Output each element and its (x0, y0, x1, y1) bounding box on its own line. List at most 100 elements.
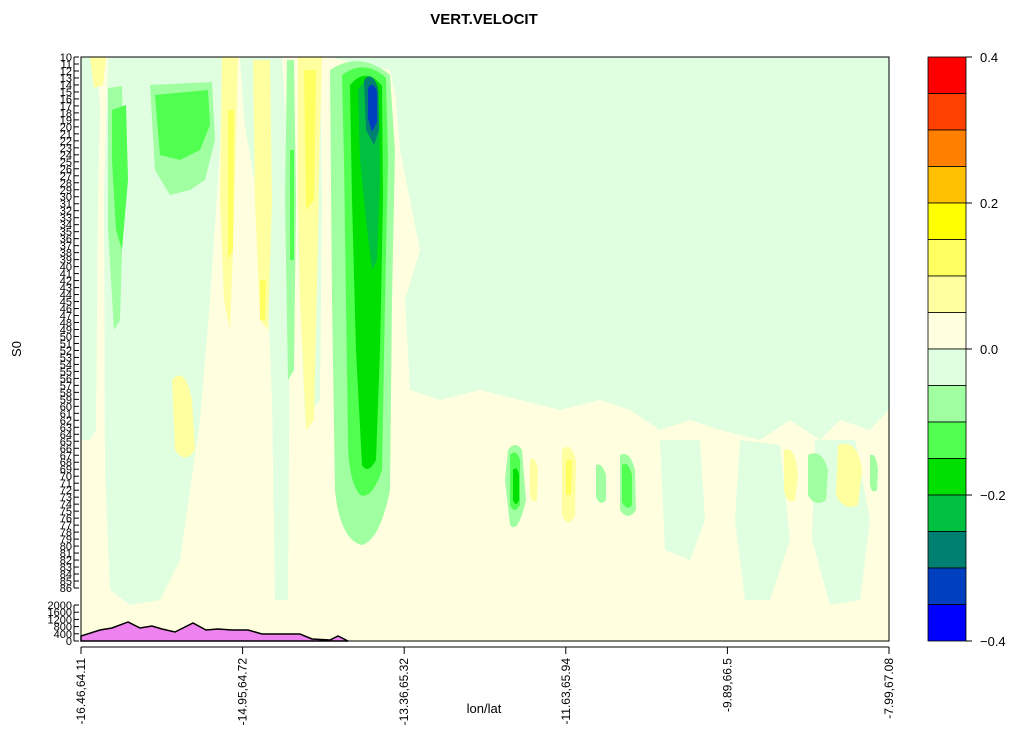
colorbar-swatch (927, 604, 967, 642)
y-tick-label: 13 (60, 73, 72, 85)
y-tick-label: 29 (60, 185, 72, 197)
x-tick-label: -16.46,64.11 (74, 658, 88, 725)
y-tick-label: 71 (60, 478, 72, 490)
terrain-profile (80, 621, 349, 642)
y-tick-label: 86 (60, 583, 72, 595)
colorbar-swatch (927, 494, 967, 532)
y-tick-label: 58 (60, 387, 72, 399)
colorbar-legend: 0.4 0.2 0.0 −0.2 −0.4 (927, 50, 1006, 649)
y-tick-label: 54 (60, 359, 72, 371)
colorbar-tick-label: 0.2 (980, 196, 998, 211)
y-tick-label: 66 (60, 443, 72, 455)
y-tick-label: 59 (60, 394, 72, 406)
y-tick-label: 76 (60, 513, 72, 525)
colorbar-swatch (927, 531, 967, 569)
y-tick-label: 26 (60, 164, 72, 176)
colorbar-swatch (927, 458, 967, 496)
colorbar-swatch (927, 166, 967, 204)
y-tick-label: 23 (60, 143, 72, 155)
y-tick-label: 34 (60, 220, 72, 232)
y-height-tick-label: 1600 (48, 607, 72, 619)
x-tick-label: -9.89,66.5 (720, 658, 734, 712)
y-tick-label: 17 (60, 101, 72, 113)
y-tick-label: 62 (60, 415, 72, 427)
colorbar-swatch (927, 56, 967, 94)
contour-blue (368, 84, 377, 132)
y-tick-label: 37 (60, 241, 72, 253)
y-tick-label: 41 (60, 269, 72, 281)
y-tick-label: 44 (60, 290, 72, 302)
y-tick-label: 69 (60, 464, 72, 476)
y-tick-label: 27 (60, 171, 72, 183)
y-tick-label: 61 (60, 408, 72, 420)
y-tick-label: 43 (60, 283, 72, 295)
y-tick-label: 45 (60, 297, 72, 309)
colorbar-swatch (927, 312, 967, 350)
y-axis: 1011121314151617181920212223242526272829… (48, 52, 79, 648)
y-tick-label: 83 (60, 562, 72, 574)
y-tick-label: 85 (60, 576, 72, 588)
colorbar-tick-label: −0.4 (980, 634, 1006, 649)
y-tick-label: 25 (60, 157, 72, 169)
y-tick-label: 49 (60, 324, 72, 336)
y-tick-label: 48 (60, 318, 72, 330)
y-tick-label: 46 (60, 304, 72, 316)
y-axis-label: S0 (9, 341, 24, 357)
colorbar-swatch (927, 385, 967, 423)
y-tick-label: 33 (60, 213, 72, 225)
y-tick-label: 55 (60, 366, 72, 378)
y-tick-label: 38 (60, 248, 72, 260)
y-tick-label: 67 (60, 450, 72, 462)
y-tick-label: 78 (60, 527, 72, 539)
y-tick-label: 72 (60, 485, 72, 497)
x-axis-label: lon/lat (467, 701, 502, 716)
colorbar-tick-label: −0.2 (980, 488, 1006, 503)
y-tick-label: 12 (60, 66, 72, 78)
y-tick-label: 51 (60, 338, 72, 350)
y-height-tick-label: 400 (54, 629, 72, 641)
y-tick-label: 20 (60, 122, 72, 134)
y-tick-label: 28 (60, 178, 72, 190)
y-tick-label: 14 (60, 80, 72, 92)
x-tick-label: -13.36,65.32 (397, 658, 411, 726)
colorbar-swatch (927, 275, 967, 313)
y-height-tick-label: 2000 (48, 600, 72, 612)
colorbar-swatch (927, 421, 967, 459)
y-tick-label: 39 (60, 255, 72, 267)
x-tick-label: -7.99,67.08 (882, 658, 896, 719)
y-tick-label: 73 (60, 492, 72, 504)
y-tick-label: 22 (60, 136, 72, 148)
y-tick-label: 53 (60, 352, 72, 364)
y-tick-label: 77 (60, 520, 72, 532)
y-tick-label: 75 (60, 506, 72, 518)
contour-field (80, 57, 889, 642)
y-tick-label: 35 (60, 227, 72, 239)
y-height-tick-label: 1200 (48, 614, 72, 626)
y-tick-label: 80 (60, 541, 72, 553)
contour-yellow (228, 70, 572, 495)
y-height-tick-label: 800 (54, 622, 72, 634)
contour-pale-yellow (90, 57, 862, 523)
y-tick-label: 57 (60, 380, 72, 392)
y-tick-label: 15 (60, 87, 72, 99)
y-tick-label: 70 (60, 471, 72, 483)
y-tick-label: 52 (60, 345, 72, 357)
y-tick-label: 82 (60, 555, 72, 567)
y-tick-label: 68 (60, 457, 72, 469)
colorbar-swatch (927, 202, 967, 240)
colorbar-swatch (927, 567, 967, 605)
y-tick-label: 56 (60, 373, 72, 385)
y-tick-label: 47 (60, 311, 72, 323)
y-tick-label: 81 (60, 548, 72, 560)
x-tick-label: -14.95,64.72 (236, 658, 250, 726)
plot-frame (80, 56, 890, 642)
y-tick-label: 24 (60, 150, 72, 162)
y-tick-label: 65 (60, 436, 72, 448)
y-tick-label: 21 (60, 129, 72, 141)
y-height-tick-label: 0 (66, 636, 72, 648)
y-tick-label: 10 (60, 52, 72, 64)
y-tick-label: 79 (60, 534, 72, 546)
colorbar-swatch (927, 239, 967, 277)
colorbar-tick-label: 0.0 (980, 342, 998, 357)
